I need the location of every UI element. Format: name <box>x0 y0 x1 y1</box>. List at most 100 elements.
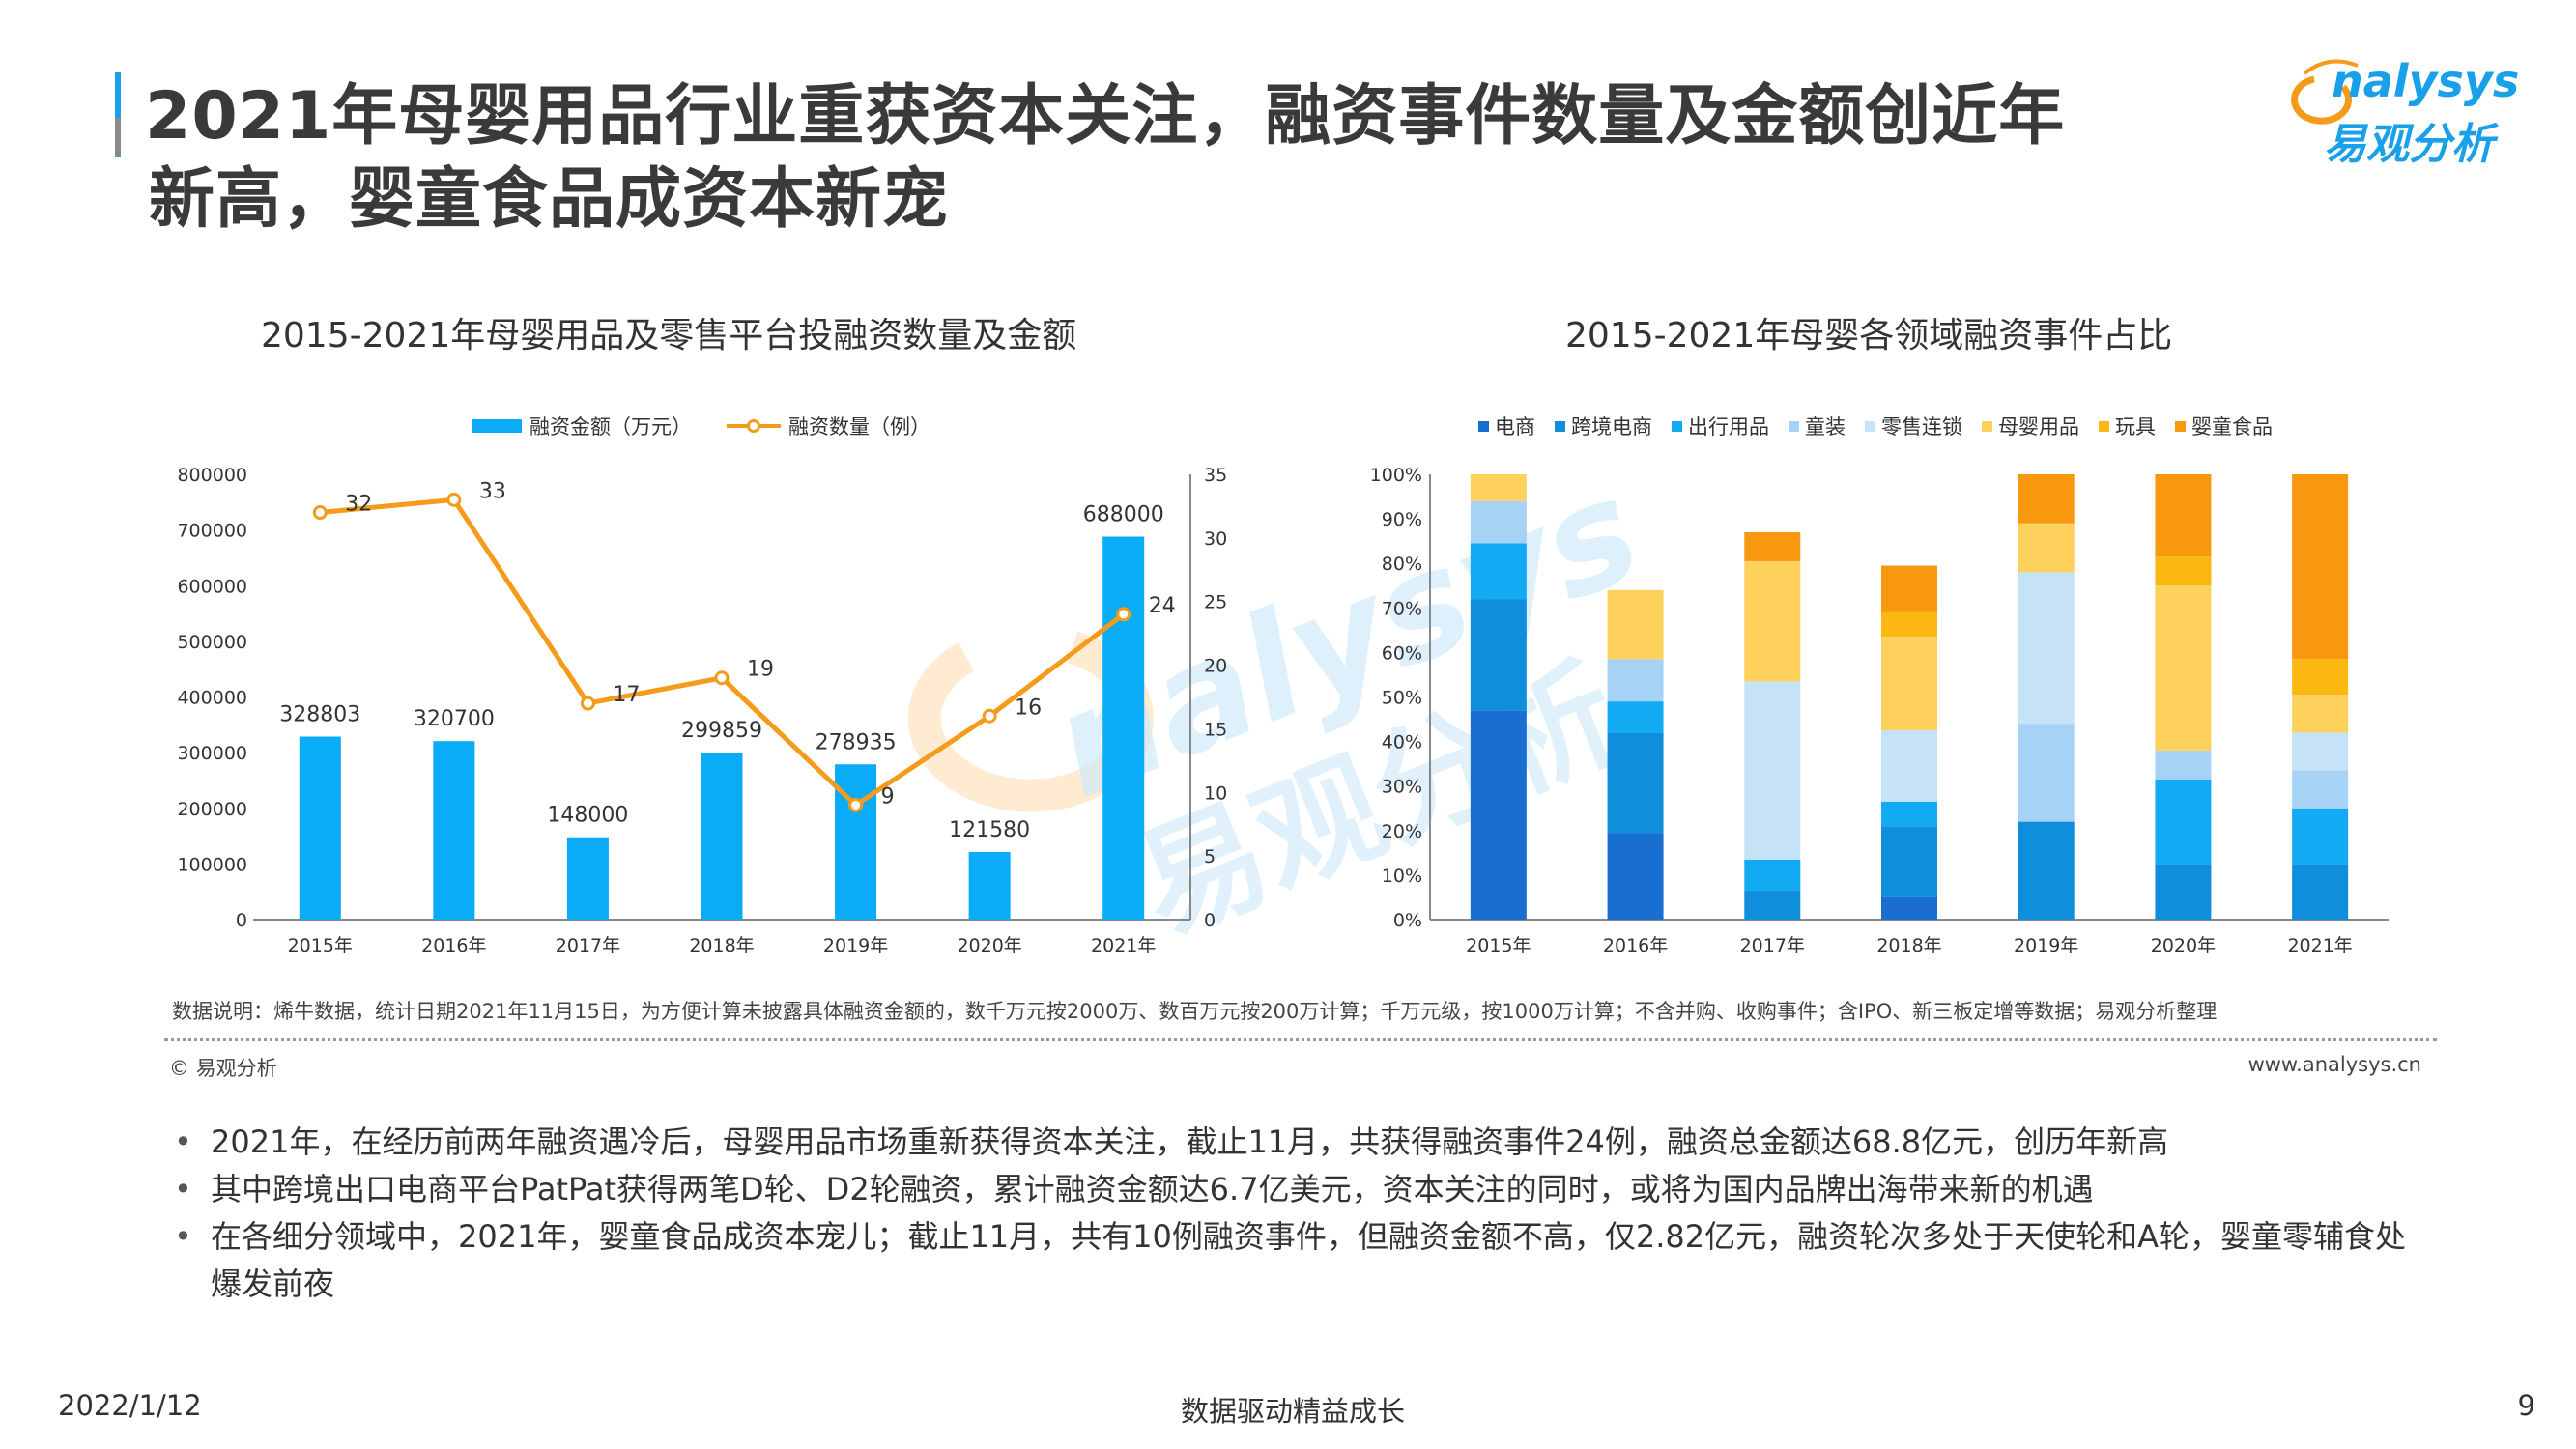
y-tick-label-right: 30 <box>1204 528 1227 550</box>
stacked-segment <box>2018 572 2075 724</box>
page-number: 9 <box>2517 1389 2535 1422</box>
line-point <box>312 505 328 521</box>
line-point <box>714 670 730 686</box>
line-data-label: 16 <box>1015 696 1042 720</box>
bar-data-label: 688000 <box>1083 503 1164 527</box>
line-point <box>1116 607 1131 622</box>
y-tick-label: 0% <box>1393 910 1422 931</box>
x-tick-label: 2020年 <box>957 935 1021 956</box>
y-tick-label: 90% <box>1382 509 1422 530</box>
legend-item: 跨境电商 <box>1555 412 1652 440</box>
right-chart-legend: 电商 跨境电商 出行用品 童装 零售连锁 母婴用品 玩具 婴童食品 <box>1478 412 2292 440</box>
legend-item: 电商 <box>1478 412 1535 440</box>
y-tick-label: 70% <box>1382 598 1422 619</box>
legend-swatch <box>1478 420 1489 432</box>
y-tick-label-left: 200000 <box>177 799 247 820</box>
left-chart-title: 2015-2021年母婴用品及零售平台投融资数量及金额 <box>261 316 1077 355</box>
line-data-label: 17 <box>613 683 640 707</box>
legend-label: 婴童食品 <box>2191 415 2273 439</box>
legend-swatch <box>1982 420 1992 432</box>
stacked-segment <box>2292 474 2349 660</box>
bar-amount <box>835 764 877 920</box>
stacked-segment <box>2155 779 2212 865</box>
stacked-segment <box>1607 701 1664 733</box>
x-tick-label: 2016年 <box>421 935 486 956</box>
stacked-segment <box>2292 770 2349 809</box>
legend-swatch <box>2175 420 2186 432</box>
stacked-segment <box>2155 864 2212 920</box>
stacked-segment <box>1881 730 1937 802</box>
stacked-segment <box>2155 750 2212 780</box>
legend-swatch-line <box>727 419 781 433</box>
legend-swatch <box>1789 420 1799 432</box>
left-chart-legend: 融资金额（万元） 融资数量（例） <box>472 412 965 440</box>
website-link[interactable]: www.analysys.cn <box>2247 1053 2421 1076</box>
legend-item: 童装 <box>1789 412 1846 440</box>
logo-text-en: nalysys <box>2332 55 2519 107</box>
stacked-segment <box>1881 801 1937 827</box>
y-tick-label-right: 5 <box>1204 846 1216 867</box>
legend-label: 童装 <box>1805 415 1846 439</box>
y-tick-label-left: 600000 <box>177 576 247 597</box>
stacked-segment <box>2155 556 2212 586</box>
legend-label-amount: 融资金额（万元） <box>530 415 692 439</box>
x-tick-label: 2019年 <box>823 935 888 956</box>
legend-item: 婴童食品 <box>2175 412 2273 440</box>
legend-label: 出行用品 <box>1688 415 1769 439</box>
title-accent-bar <box>115 72 121 157</box>
summary-bullets: 2021年，在经历前两年融资遇冷后，母婴用品市场重新获得资本关注，截止11月，共… <box>172 1119 2433 1308</box>
stacked-segment <box>1744 859 1801 892</box>
y-tick-label-left: 800000 <box>177 465 247 486</box>
stacked-segment <box>2292 659 2349 696</box>
stacked-segment <box>1470 543 1527 600</box>
stacked-segment <box>1881 565 1937 612</box>
bullet-item: 2021年，在经历前两年融资遇冷后，母婴用品市场重新获得资本关注，截止11月，共… <box>172 1119 2433 1166</box>
stacked-segment <box>1744 531 1801 561</box>
line-data-label: 33 <box>479 479 506 503</box>
line-point <box>982 708 997 724</box>
y-tick-label-left: 700000 <box>177 521 247 542</box>
bar-data-label: 121580 <box>949 818 1030 842</box>
legend-swatch-bar <box>472 419 522 433</box>
y-tick-label: 10% <box>1382 866 1422 887</box>
bullet-item: 其中跨境出口电商平台PatPat获得两笔D轮、D2轮融资，累计融资金额达6.7亿… <box>172 1166 2433 1213</box>
stacked-segment <box>2018 821 2075 920</box>
legend-label: 玩具 <box>2115 415 2156 439</box>
line-point <box>446 492 462 507</box>
legend-label: 母婴用品 <box>1998 415 2079 439</box>
page-title: 2021年母婴用品行业重获资本关注，融资事件数量及金额创近年 新高，婴童食品成资… <box>145 75 2319 242</box>
bar-data-label: 148000 <box>547 804 628 828</box>
copyright: © 易观分析 <box>169 1057 277 1080</box>
y-tick-label: 20% <box>1382 821 1422 842</box>
line-data-label: 32 <box>345 493 372 517</box>
x-tick-label: 2017年 <box>1740 935 1805 956</box>
bar-data-label: 328803 <box>279 703 360 727</box>
stacked-segment <box>2018 523 2075 573</box>
stacked-segment <box>2155 474 2212 557</box>
right-stacked-chart: 0% 10% 20% 30% 40% 50% 60% 70% 80% 90% 100% 2015年 20… <box>1370 465 2389 956</box>
y-tick-label-left: 100000 <box>177 854 247 875</box>
x-tick-label: 2019年 <box>2014 935 2078 956</box>
stacked-segment <box>1744 560 1801 682</box>
legend-label: 电商 <box>1495 415 1535 439</box>
footer-slogan: 数据驱动精益成长 <box>1181 1395 1406 1428</box>
y-tick-label-left: 0 <box>236 910 247 931</box>
line-data-label: 9 <box>881 784 895 809</box>
legend-item: 玩具 <box>2099 412 2156 440</box>
bar-amount <box>1102 536 1145 920</box>
legend-label: 跨境电商 <box>1571 415 1652 439</box>
bar-data-label: 299859 <box>681 719 762 743</box>
stacked-segment <box>2155 585 2212 751</box>
stacked-segment <box>1881 896 1937 920</box>
line-point <box>848 797 864 812</box>
x-tick-label: 2018年 <box>689 935 754 956</box>
right-chart-title: 2015-2021年母婴各领域融资事件占比 <box>1565 316 2173 355</box>
stacked-segment <box>1470 599 1527 711</box>
stacked-segment <box>1881 611 1937 638</box>
y-tick-label-right: 25 <box>1204 592 1227 613</box>
bar-data-label: 320700 <box>414 707 495 731</box>
legend-swatch <box>1555 420 1565 432</box>
y-tick-label: 100% <box>1370 465 1422 486</box>
stacked-segment <box>2292 808 2349 865</box>
stacked-segment <box>1607 589 1664 660</box>
